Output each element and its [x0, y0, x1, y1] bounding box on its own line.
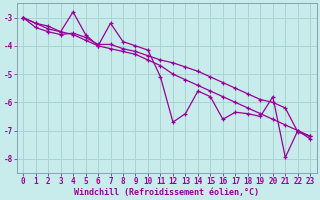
X-axis label: Windchill (Refroidissement éolien,°C): Windchill (Refroidissement éolien,°C) [74, 188, 259, 197]
